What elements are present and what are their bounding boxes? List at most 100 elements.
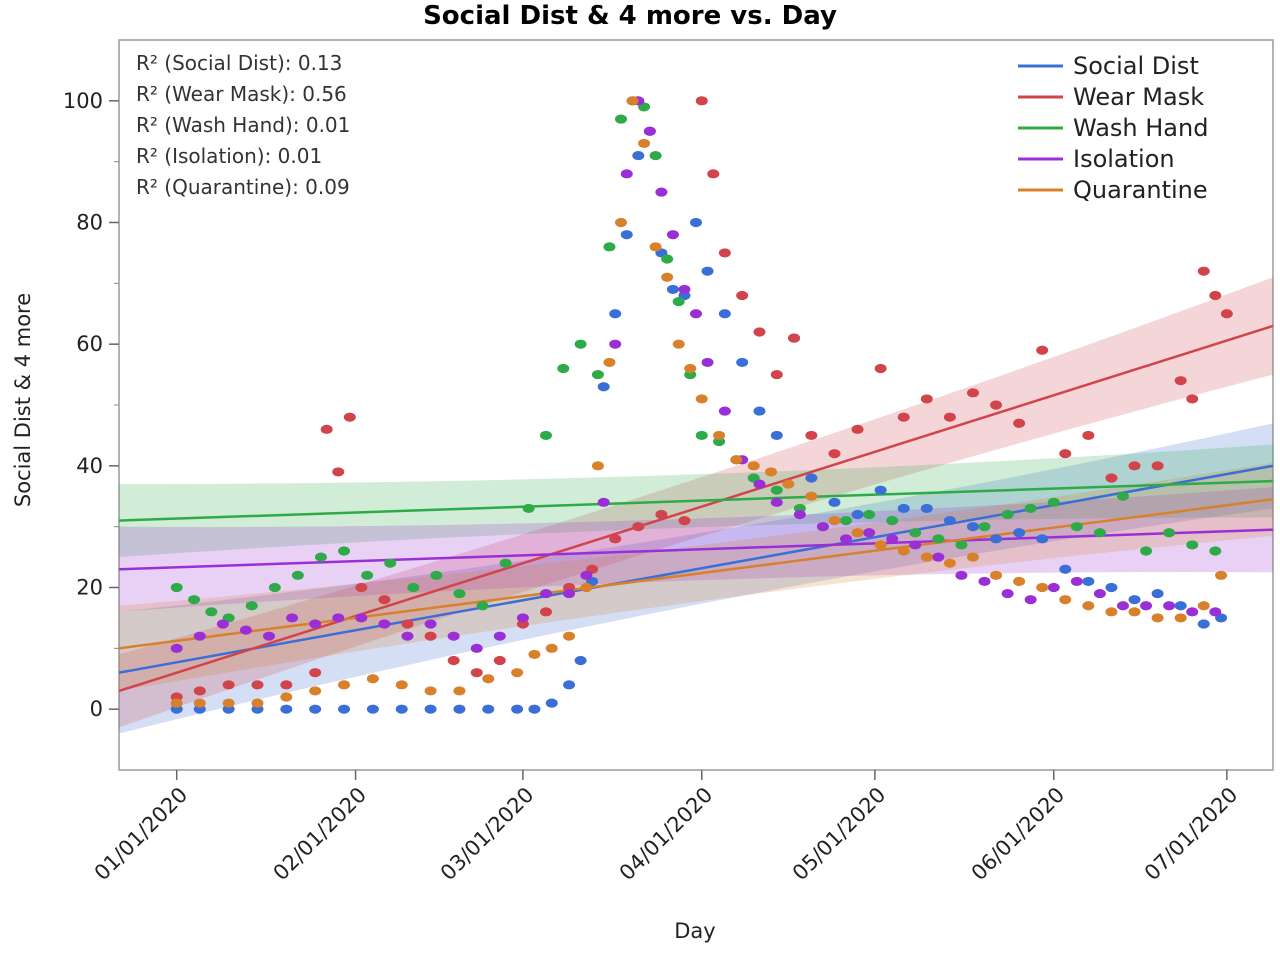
data-point xyxy=(851,424,864,434)
data-point xyxy=(603,357,616,368)
data-point xyxy=(1140,546,1153,556)
data-point xyxy=(378,619,391,629)
data-point xyxy=(909,540,922,550)
data-point xyxy=(649,150,662,161)
data-point xyxy=(343,412,356,422)
data-point xyxy=(1070,576,1083,587)
data-point xyxy=(291,570,304,580)
data-point xyxy=(309,668,322,678)
y-tick-label: 60 xyxy=(76,332,103,356)
data-point xyxy=(1001,509,1014,520)
data-point xyxy=(407,582,420,593)
data-point xyxy=(1209,607,1222,617)
data-point xyxy=(874,485,887,495)
data-point xyxy=(632,150,645,161)
data-point xyxy=(1197,619,1210,629)
data-point xyxy=(205,607,218,617)
x-tick-label: 04/01/2020 xyxy=(615,783,718,886)
data-point xyxy=(384,558,397,568)
data-point xyxy=(920,503,933,514)
data-point xyxy=(649,242,662,252)
fit-line-0 xyxy=(118,464,1274,674)
data-point xyxy=(736,357,749,368)
data-point xyxy=(401,631,414,641)
data-point xyxy=(707,169,720,179)
data-point xyxy=(280,692,293,702)
x-tick-label: 07/01/2020 xyxy=(1140,783,1243,886)
data-point xyxy=(216,619,229,629)
data-point xyxy=(528,704,541,714)
data-point xyxy=(920,552,933,562)
data-point xyxy=(966,522,979,532)
data-point xyxy=(453,704,466,714)
data-point xyxy=(563,588,576,599)
data-point xyxy=(1059,595,1072,605)
data-point xyxy=(701,357,714,368)
data-point xyxy=(1163,528,1176,538)
data-point xyxy=(528,649,541,660)
data-point xyxy=(563,631,576,641)
data-point xyxy=(695,96,708,106)
data-point xyxy=(453,588,466,599)
data-point xyxy=(511,704,524,714)
data-point xyxy=(851,528,864,538)
data-point xyxy=(753,479,766,489)
data-point xyxy=(1116,601,1129,611)
data-point xyxy=(245,601,258,611)
data-point xyxy=(932,534,945,544)
data-point xyxy=(280,680,293,690)
data-point xyxy=(609,534,622,544)
data-point xyxy=(395,704,408,714)
data-point xyxy=(1174,613,1187,623)
data-point xyxy=(447,631,460,641)
confidence-band-1 xyxy=(119,277,1273,728)
data-point xyxy=(251,680,264,690)
data-point xyxy=(1001,588,1014,599)
data-point xyxy=(736,290,749,301)
data-point xyxy=(539,430,552,441)
legend-label: Wash Hand xyxy=(1073,114,1208,142)
y-tick-label: 100 xyxy=(63,89,103,113)
data-point xyxy=(522,503,535,514)
data-point xyxy=(782,479,795,489)
data-point xyxy=(476,601,489,611)
r-squared-label: R² (Wash Hand): 0.01 xyxy=(136,113,350,137)
data-point xyxy=(990,570,1003,580)
data-point xyxy=(280,704,293,714)
data-point xyxy=(1174,601,1187,611)
data-point xyxy=(1197,266,1210,276)
data-point xyxy=(1105,582,1118,593)
data-point xyxy=(170,698,183,708)
data-point xyxy=(499,558,512,568)
data-point xyxy=(170,582,183,593)
data-point xyxy=(1059,564,1072,574)
data-point xyxy=(1047,497,1060,507)
data-point xyxy=(545,698,558,708)
x-axis-label: Day xyxy=(674,919,715,943)
data-point xyxy=(1151,613,1164,623)
data-point xyxy=(886,515,899,526)
data-point xyxy=(632,522,645,532)
data-point xyxy=(516,613,529,623)
data-point xyxy=(1151,461,1164,471)
data-point xyxy=(447,655,460,666)
r-squared-label: R² (Quarantine): 0.09 xyxy=(136,175,350,199)
data-point xyxy=(1128,607,1141,617)
data-point xyxy=(580,570,593,580)
data-point xyxy=(684,363,697,374)
data-point xyxy=(1036,345,1049,355)
data-point xyxy=(920,394,933,404)
data-point xyxy=(453,686,466,696)
data-point xyxy=(655,509,668,520)
data-point xyxy=(355,582,368,593)
y-tick-label: 0 xyxy=(90,697,103,721)
data-point xyxy=(222,680,235,690)
data-point xyxy=(1082,601,1095,611)
r-squared-label: R² (Social Dist): 0.13 xyxy=(136,51,342,75)
data-point xyxy=(747,461,760,471)
data-point xyxy=(470,643,483,653)
data-point xyxy=(591,461,604,471)
data-point xyxy=(1151,588,1164,599)
data-point xyxy=(713,430,726,441)
